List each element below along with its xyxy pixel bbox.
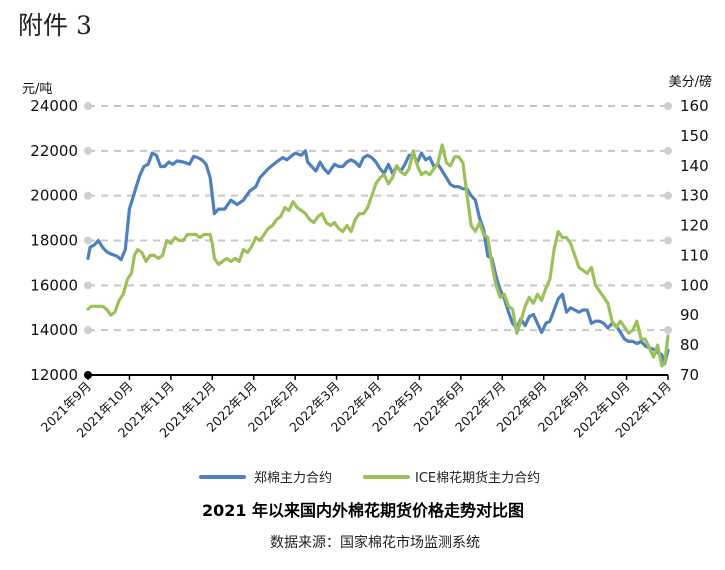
right-axis-tick-label: 70 — [680, 366, 699, 384]
legend: 郑棉主力合约 ICE棉花期货主力合约 — [199, 470, 540, 486]
chart-title: 2021 年以来国内外棉花期货价格走势对比图 — [202, 501, 524, 520]
left-axis-tick-label: 24000 — [30, 97, 78, 115]
left-axis-tick-label: 12000 — [30, 366, 78, 384]
grid-left-dot — [84, 191, 92, 200]
grid-right-dot — [664, 236, 672, 245]
left-axis-tick-label: 16000 — [30, 276, 78, 294]
x-axis: 2021年9月2021年10月2021年11月2021年12月2022年1月20… — [38, 371, 674, 441]
right-axis-tick-label: 110 — [680, 246, 709, 264]
grid-right-dot — [664, 146, 672, 155]
series-lines — [86, 143, 670, 368]
grid-left-dot — [84, 326, 92, 335]
series-line-ice — [86, 143, 670, 368]
right-axis-tick-label: 80 — [680, 336, 699, 354]
left-axis-tick-labels: 24000 22000 20000 18000 16000 14000 12000 — [30, 97, 78, 384]
chart-source: 数据来源：国家棉花市场监测系统 — [270, 534, 480, 551]
left-axis-tick-label: 14000 — [30, 321, 78, 339]
attachment-label: 附件 3 — [18, 11, 92, 40]
grid-left-dot — [84, 146, 92, 155]
right-axis-tick-label: 100 — [680, 276, 709, 294]
right-axis-tick-label: 140 — [680, 157, 709, 175]
left-axis-tick-label: 20000 — [30, 187, 78, 205]
right-axis-tick-label: 90 — [680, 306, 699, 324]
grid-right-dot — [664, 191, 672, 200]
grid-left-dot — [84, 281, 92, 290]
grid-right-dot — [664, 102, 672, 110]
right-axis-unit: 美分/磅 — [669, 74, 712, 90]
grid-lines — [84, 102, 672, 335]
grid-left-dot — [84, 236, 92, 245]
right-axis-tick-label: 150 — [680, 127, 709, 145]
grid-right-dot — [664, 326, 672, 335]
left-axis-tick-label: 18000 — [30, 232, 78, 250]
right-axis-tick-labels: 160 150 140 130 120 110 100 90 80 70 — [680, 97, 709, 384]
grid-right-dot — [664, 281, 672, 290]
legend-label-ice: ICE棉花期货主力合约 — [415, 470, 540, 486]
left-axis-tick-label: 22000 — [30, 142, 78, 160]
legend-label-zhengmian: 郑棉主力合约 — [254, 471, 332, 486]
grid-left-dot — [84, 102, 92, 110]
right-axis-tick-label: 130 — [680, 187, 709, 205]
left-axis-unit: 元/吨 — [22, 82, 52, 97]
right-axis-tick-label: 120 — [680, 217, 709, 235]
right-axis-tick-label: 160 — [680, 97, 709, 115]
